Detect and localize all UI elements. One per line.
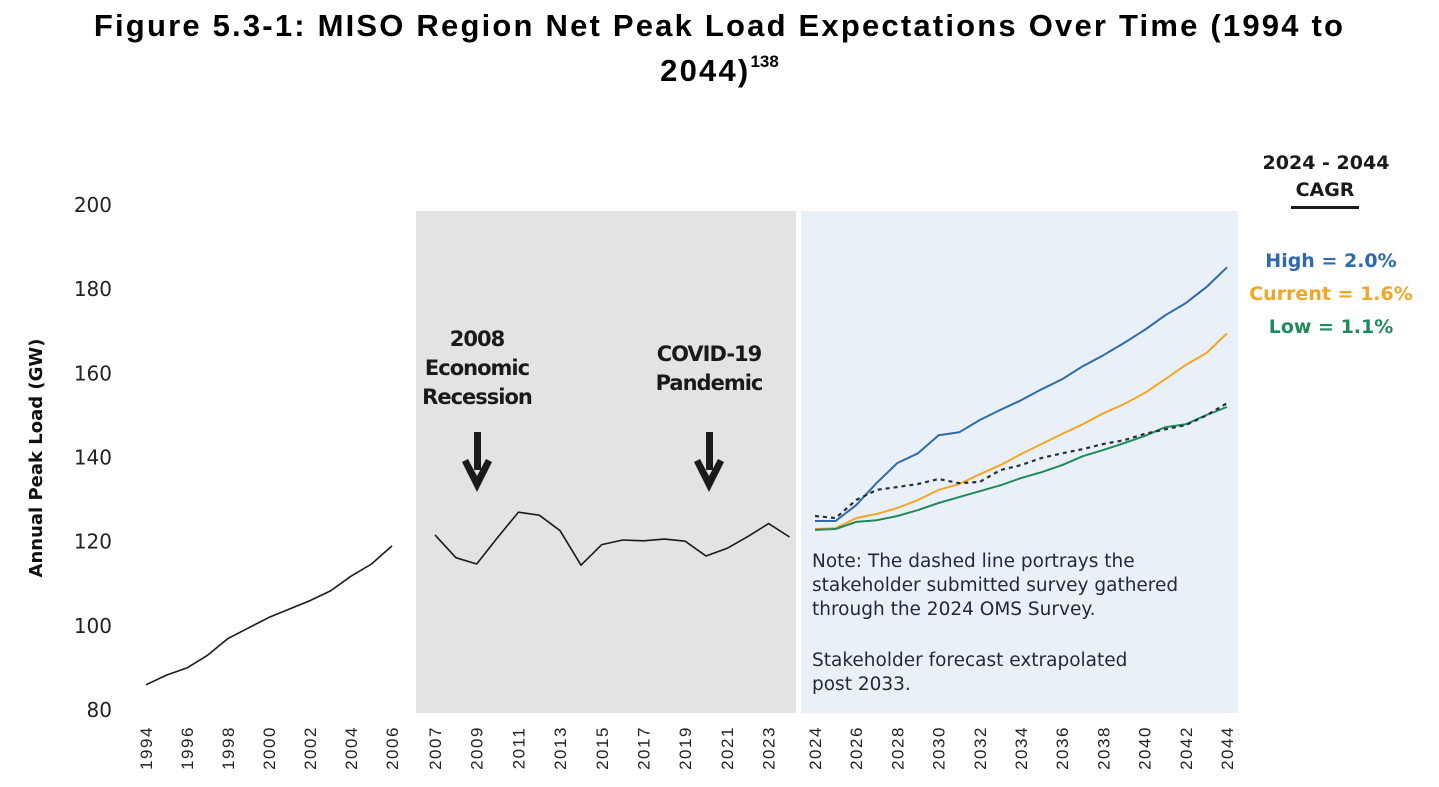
- y-axis: 80 100 120 140 160 180 200: [74, 193, 112, 722]
- x-tick-label: 2044: [1218, 726, 1237, 770]
- recession-label-line1: 2008: [450, 327, 505, 351]
- note-line-6: post 2033.: [812, 674, 911, 695]
- y-tick-label: 80: [87, 698, 112, 722]
- series-line-survey: [814, 402, 1228, 520]
- x-tick-label: 2030: [930, 726, 949, 770]
- recession-label-line2: Economic: [425, 356, 530, 380]
- legend-item-current: Current = 1.6%: [1249, 283, 1413, 305]
- x-tick-label: 2019: [676, 726, 695, 770]
- series-group: [145, 266, 1228, 686]
- figure-title-line1: Figure 5.3-1: MISO Region Net Peak Load …: [93, 8, 1346, 43]
- legend-item-low: Low = 1.1%: [1269, 316, 1394, 338]
- x-tick-label: 2006: [383, 726, 402, 770]
- legend-heading-line1: 2024 - 2044: [1263, 152, 1390, 174]
- y-tick-label: 100: [74, 614, 112, 638]
- x-tick-label: 2028: [888, 726, 907, 770]
- x-tick-label: 2036: [1053, 726, 1072, 770]
- legend-underline: [1291, 206, 1359, 209]
- figure-title-line2: 2044)138: [0, 44, 1439, 89]
- legend-heading-line2: CAGR: [1296, 179, 1355, 201]
- x-tick-label: 2000: [260, 726, 279, 770]
- x-tick-label: 2013: [551, 726, 570, 770]
- down-arrow-icon: [694, 432, 724, 492]
- note-line-2: stakeholder submitted survey gathered: [812, 575, 1178, 596]
- x-tick-label: 2026: [847, 726, 866, 770]
- x-tick-label: 2032: [971, 726, 990, 770]
- y-tick-label: 200: [74, 193, 112, 217]
- recession-label-line3: Recession: [422, 385, 532, 409]
- x-tick-label: 2011: [509, 727, 528, 770]
- y-tick-label: 160: [74, 361, 112, 385]
- covid-label-line2: Pandemic: [656, 371, 763, 395]
- x-tick-label: 2023: [760, 726, 779, 770]
- x-tick-label: 2009: [468, 726, 487, 770]
- note-line-5: Stakeholder forecast extrapolated: [812, 650, 1127, 671]
- gray-panel: [416, 211, 796, 713]
- x-tick-label: 2024: [806, 726, 825, 770]
- forecast-panel: [801, 211, 1238, 713]
- recession-annotation: 2008 Economic Recession: [422, 327, 533, 492]
- x-tick-label: 1998: [219, 726, 238, 770]
- forecast-note: Note: The dashed line portrays the stake…: [812, 551, 1178, 695]
- x-tick-label: 2017: [635, 726, 654, 770]
- x-tick-label: 2042: [1177, 726, 1196, 770]
- x-tick-label: 2015: [593, 726, 612, 770]
- legend: 2024 - 2044 CAGR High = 2.0% Current = 1…: [1249, 152, 1413, 338]
- footnote-ref: 138: [750, 52, 779, 71]
- figure-title-cont: 2044): [660, 53, 751, 88]
- x-tick-label: 2007: [426, 726, 445, 770]
- x-tick-label: 2034: [1012, 726, 1031, 770]
- down-arrow-icon: [462, 432, 492, 492]
- x-axis: 1994 1996 1998 2000 2002 2004 2006 2007 2009 2011…: [137, 726, 1237, 770]
- y-tick-label: 140: [74, 446, 112, 470]
- x-tick-label: 1996: [178, 726, 197, 770]
- y-axis-label: Annual Peak Load (GW): [26, 339, 47, 578]
- x-tick-label: 2004: [342, 726, 361, 770]
- x-tick-label: 1994: [137, 726, 156, 770]
- x-tick-label: 2040: [1136, 726, 1155, 770]
- x-tick-label: 2021: [718, 726, 737, 770]
- series-line-historical: [434, 511, 790, 567]
- note-line-3: through the 2024 OMS Survey.: [812, 599, 1096, 620]
- covid-annotation: COVID-19 Pandemic: [656, 342, 764, 492]
- covid-label-line1: COVID-19: [657, 342, 762, 366]
- y-tick-label: 180: [74, 277, 112, 301]
- x-tick-label: 2002: [301, 726, 320, 770]
- x-tick-label: 2038: [1094, 726, 1113, 770]
- series-line-historical: [145, 545, 393, 686]
- note-line-1: Note: The dashed line portrays the: [812, 551, 1135, 572]
- legend-item-high: High = 2.0%: [1265, 250, 1396, 272]
- y-tick-label: 120: [74, 530, 112, 554]
- figure-title: Figure 5.3-1: MISO Region Net Peak Load …: [0, 8, 1439, 89]
